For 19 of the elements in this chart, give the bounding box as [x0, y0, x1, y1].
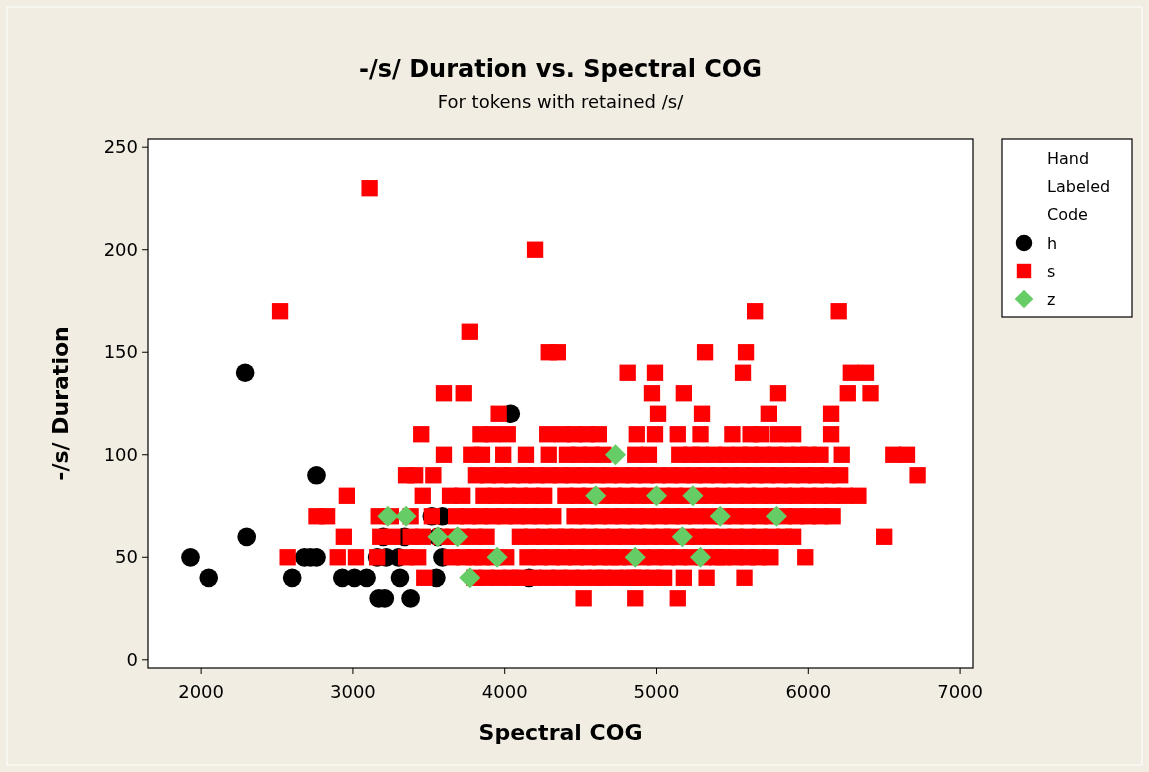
y-tick-label: 150 [103, 341, 138, 363]
y-tick-label: 250 [103, 136, 138, 158]
x-tick-label: 7000 [937, 681, 983, 702]
x-tick-label: 5000 [633, 681, 680, 702]
chart-title: -/s/ Duration vs. Spectral COG [359, 55, 762, 83]
x-tick-label: 4000 [481, 681, 528, 702]
legend-label: s [1047, 262, 1056, 281]
y-axis-title: -/s/ Duration [48, 326, 73, 481]
legend-label: z [1047, 290, 1056, 309]
x-axis-title: Spectral COG [478, 720, 643, 745]
y-tick-label: 50 [115, 546, 138, 568]
y-tick-label: 200 [103, 238, 138, 260]
x-tick-label: 3000 [330, 681, 376, 702]
legend-label: h [1047, 234, 1058, 253]
x-tick-label: 2000 [178, 681, 225, 702]
x-tick-label: 6000 [785, 681, 832, 702]
y-tick-label: 0 [126, 648, 138, 670]
y-tick-label: 100 [103, 443, 138, 465]
chart-subtitle: For tokens with retained /s/ [437, 91, 685, 112]
